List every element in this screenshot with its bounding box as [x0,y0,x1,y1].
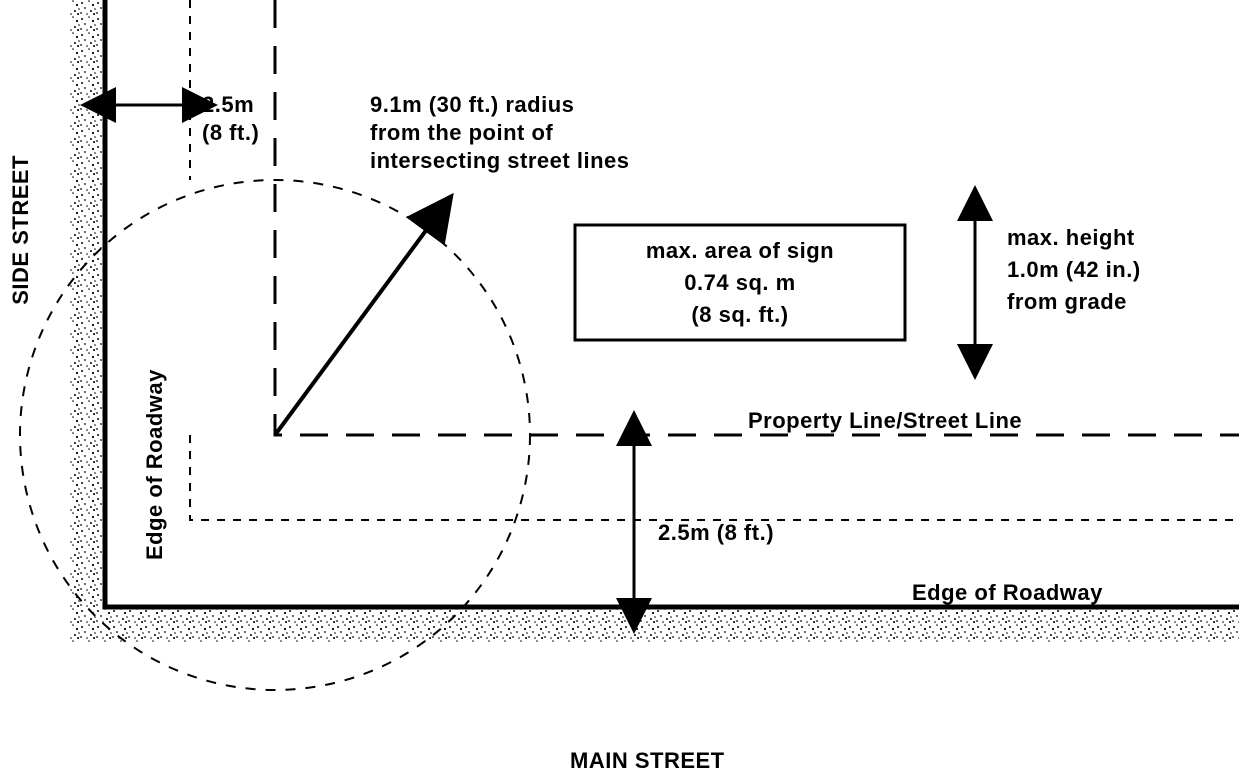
edge-of-roadway-v-label: Edge of Roadway [142,369,167,560]
height-label-2: 1.0m (42 in.) [1007,257,1141,282]
sign-box-label-2: 0.74 sq. m [684,270,795,295]
property-line-label: Property Line/Street Line [748,408,1022,433]
sign-box-label-3: (8 sq. ft.) [691,302,788,327]
radius-label-2: from the point of [370,120,553,145]
radius-label-1: 9.1m (30 ft.) radius [370,92,574,117]
main-street-label: MAIN STREET [570,748,725,773]
side-street-label: SIDE STREET [8,155,33,305]
stipple-main-street [70,607,1239,642]
dim-bottom-label: 2.5m (8 ft.) [658,520,774,545]
stipple-side-street [70,0,105,642]
property-line [275,0,1239,435]
dim-top-label-1: 2.5m [202,92,254,117]
radius-arrow [275,225,430,435]
radius-label-3: intersecting street lines [370,148,629,173]
edge-offset-line [190,435,1239,520]
sign-box-label-1: max. area of sign [646,238,834,263]
edge-of-roadway-h-label: Edge of Roadway [912,580,1103,605]
height-label-1: max. height [1007,225,1135,250]
height-label-3: from grade [1007,289,1127,314]
dim-top-label-2: (8 ft.) [202,120,259,145]
diagram-container: SIDE STREET MAIN STREET Edge of Roadway … [0,0,1239,784]
diagram-svg: SIDE STREET MAIN STREET Edge of Roadway … [0,0,1239,784]
